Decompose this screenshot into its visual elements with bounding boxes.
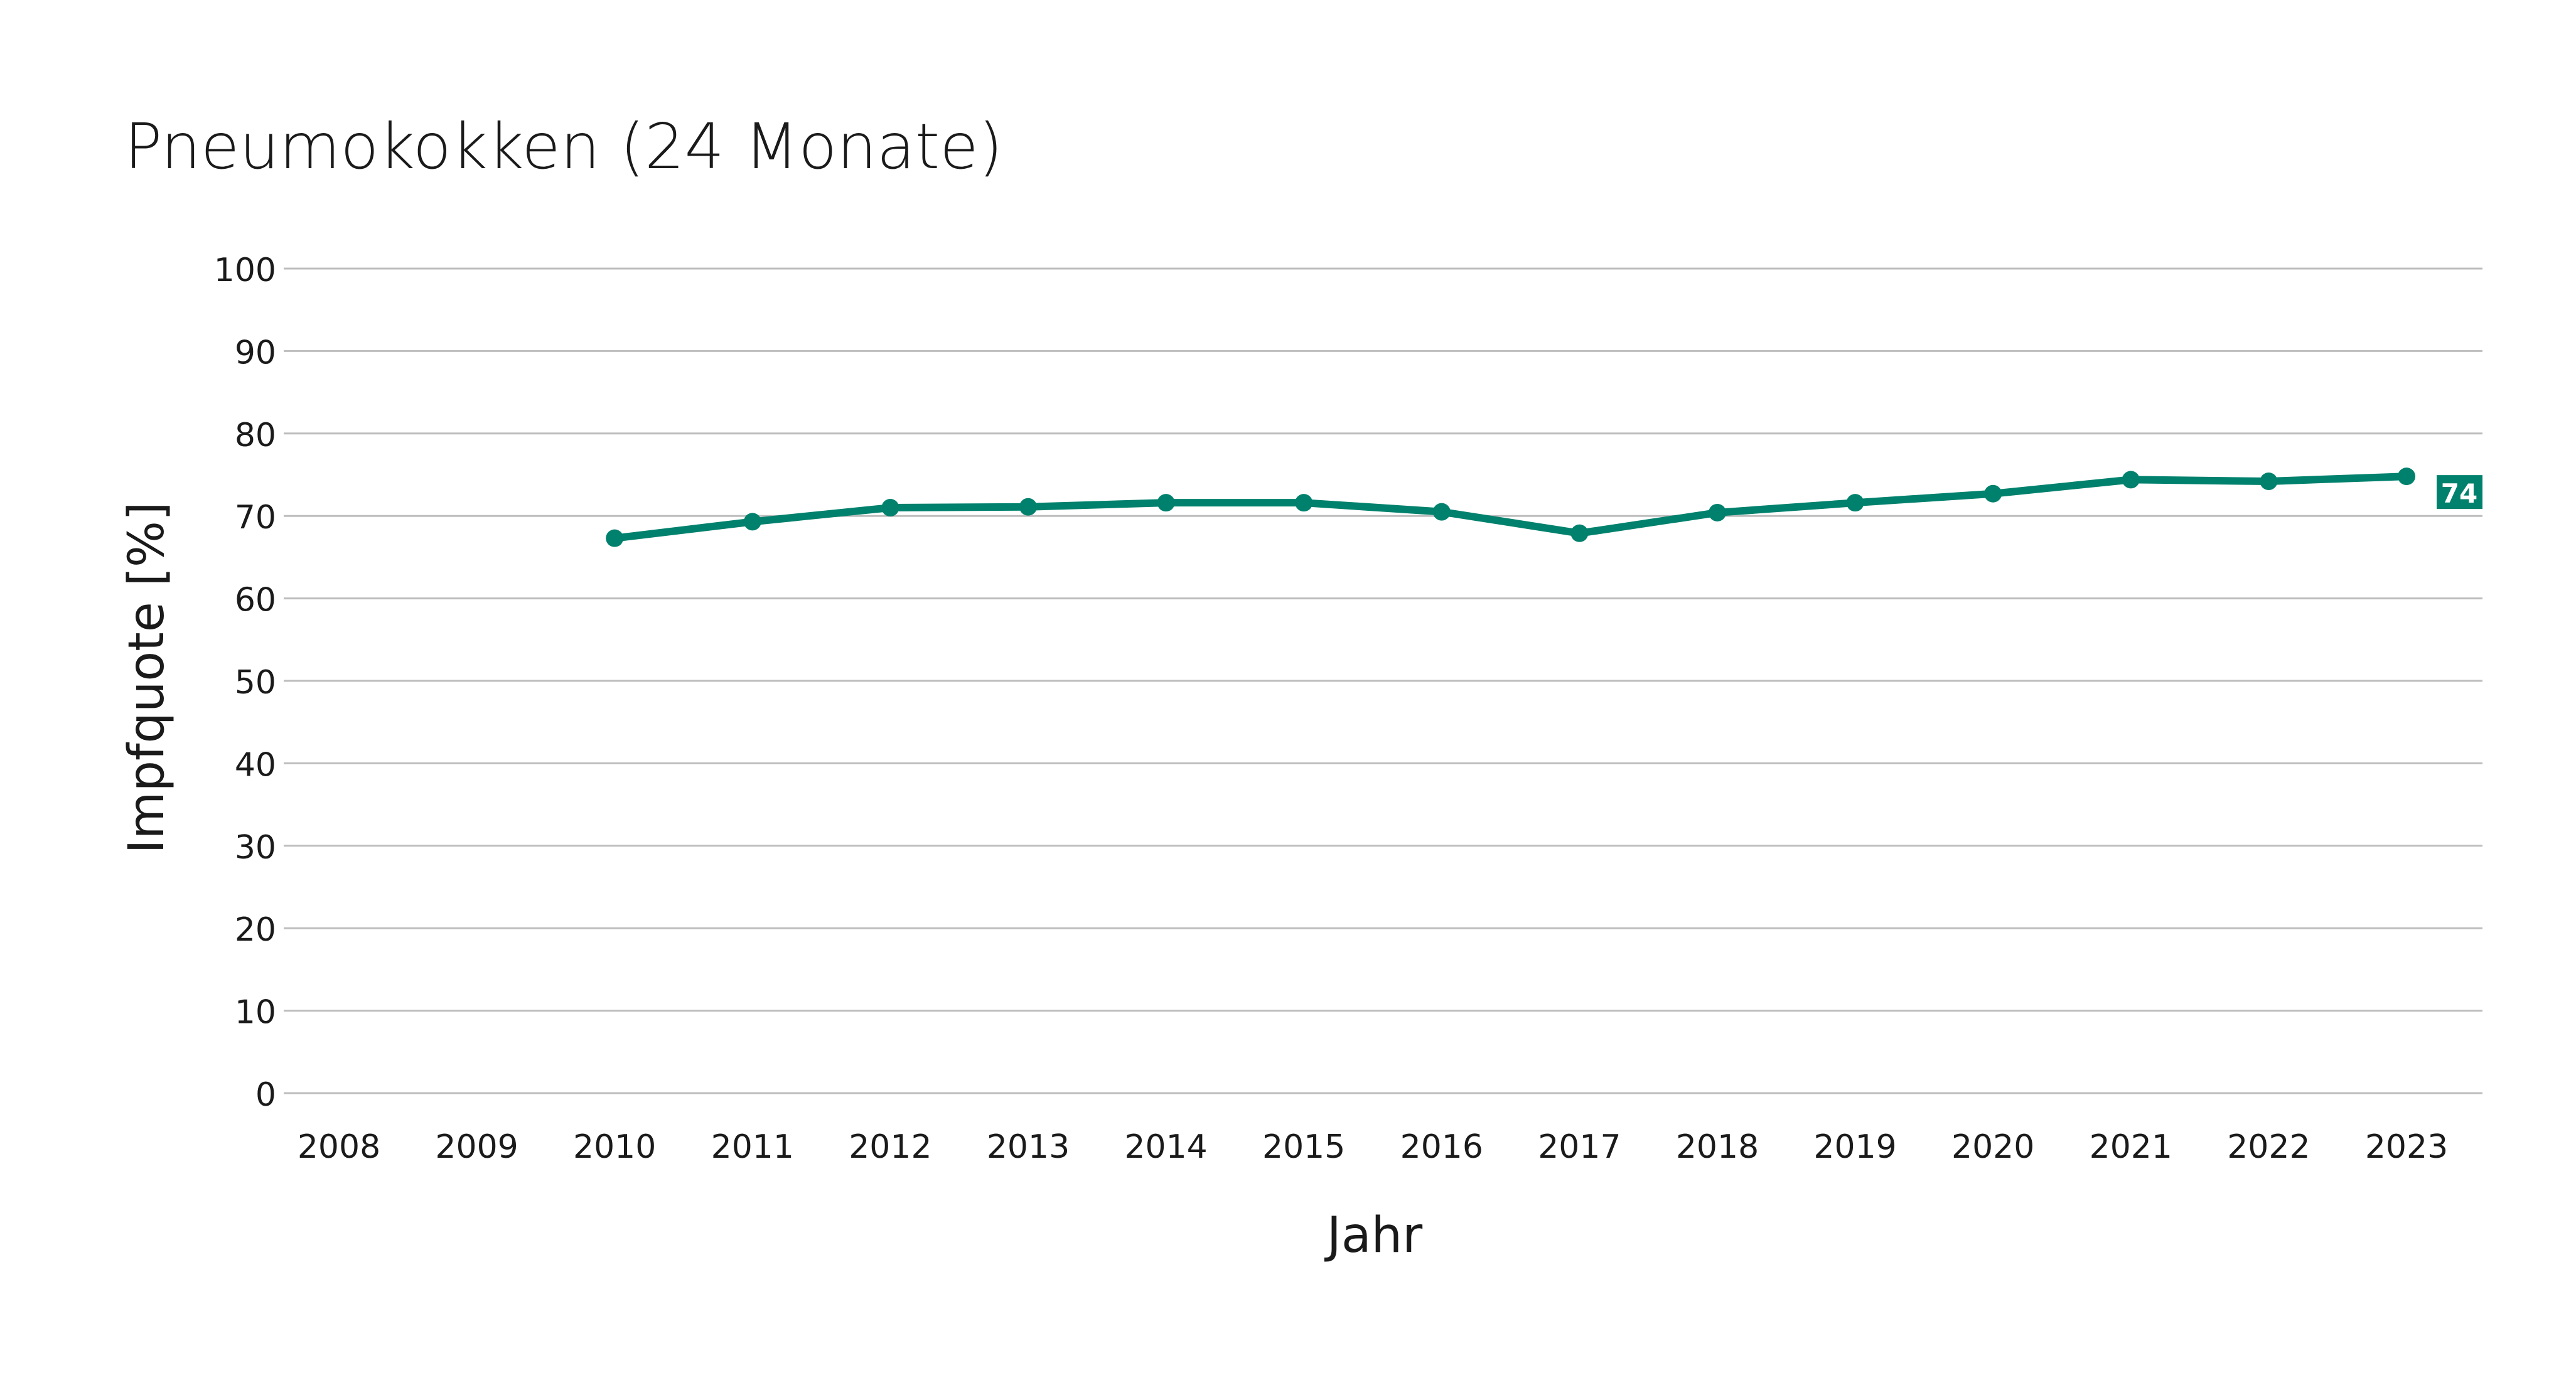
x-tick-label: 2014 [1124,1128,1207,1166]
data-point [1295,494,1313,512]
x-tick-label: 2008 [298,1128,380,1166]
series-line [611,473,2410,542]
x-tick-label: 2020 [1951,1128,2034,1166]
y-tick-label: 40 [235,746,276,784]
data-point [606,529,624,547]
x-tick-label: 2023 [2365,1128,2448,1166]
x-tick-label: 2011 [711,1128,794,1166]
chart-title: Pneumokokken (24 Monate) [124,110,1003,183]
x-axis-ticks: 2008 2009 2010 2011 2012 2013 2014 2015 2016 2017… [298,1128,2448,1166]
y-tick-label: 20 [235,911,276,949]
series-group [606,467,2415,547]
x-tick-label: 2019 [1813,1128,1896,1166]
x-tick-label: 2021 [2090,1128,2172,1166]
data-point [1846,494,1864,512]
x-tick-label: 2017 [1538,1128,1621,1166]
y-axis-ticks: 0 10 20 30 40 50 60 70 80 90 100 [214,252,276,1114]
end-label-text: 74 [2441,478,2477,509]
y-tick-label: 80 [235,417,276,454]
end-label-box [2437,475,2482,510]
y-tick-label: 100 [214,252,276,289]
x-tick-label: 2015 [1262,1128,1345,1166]
data-point [1709,503,1726,521]
data-point [1019,498,1037,516]
x-tick-label: 2010 [573,1128,656,1166]
x-tick-label: 2012 [849,1128,931,1166]
x-tick-label: 2018 [1676,1128,1759,1166]
y-tick-label: 90 [235,334,276,371]
data-point [743,513,761,531]
data-point [2398,467,2415,486]
y-tick-label: 60 [235,582,276,619]
data-point [2122,471,2140,489]
x-tick-label: 2009 [435,1128,518,1166]
data-point [1984,484,2002,503]
data-point [881,499,899,517]
data-point [1432,503,1451,521]
x-tick-label: 2022 [2227,1128,2310,1166]
data-point [1570,524,1589,542]
gridlines [284,267,2482,1094]
y-tick-label: 50 [235,664,276,702]
y-axis-title: Impfquote [%] [119,502,175,854]
end-value-label: 74 [2437,475,2482,510]
x-tick-label: 2013 [987,1128,1070,1166]
y-tick-label: 0 [255,1076,276,1114]
y-tick-label: 30 [235,829,276,867]
data-point [2260,473,2278,491]
data-point [1157,494,1175,512]
x-axis-title: Jahr [1324,1207,1423,1264]
x-tick-label: 2016 [1400,1128,1483,1166]
y-tick-label: 10 [235,994,276,1032]
y-tick-label: 70 [235,499,276,537]
